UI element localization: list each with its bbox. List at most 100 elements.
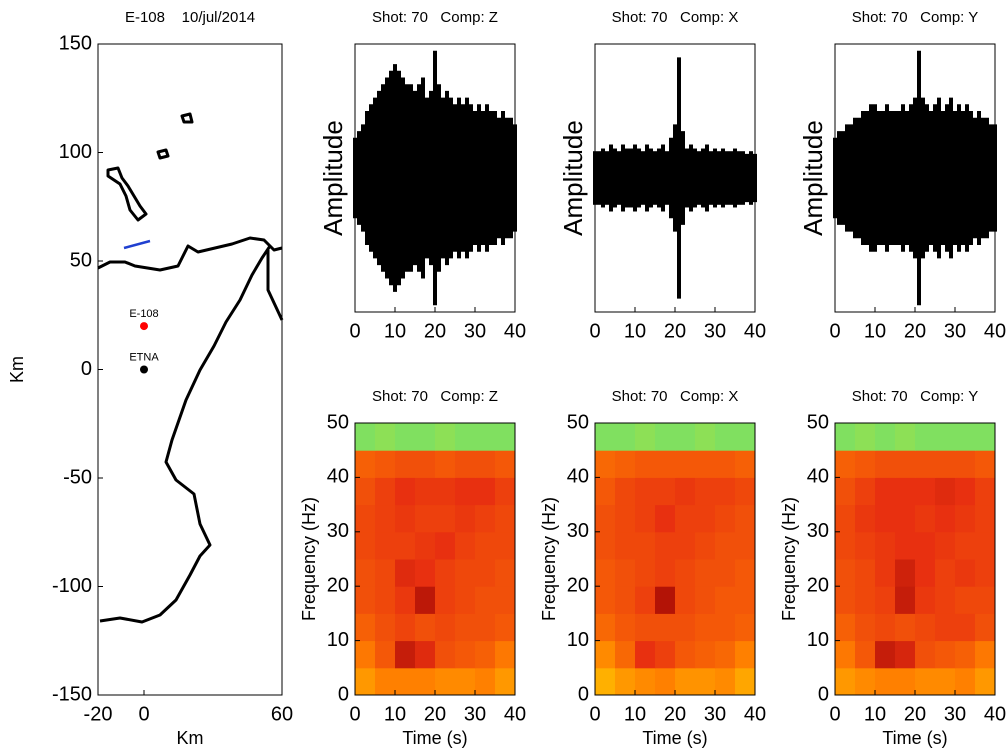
heat-cell [695,559,716,587]
heat-cell [675,559,696,587]
heat-cell [415,586,436,614]
point [140,322,148,331]
heat-cell [435,450,456,478]
x-tick-label: 10 [384,320,406,342]
heat-cell [955,504,976,533]
heat-cell [615,613,636,642]
heat-cell [495,450,516,478]
heat-cell [635,613,656,642]
heat-cell [455,504,476,533]
heat-cell [635,640,656,669]
y-tick-label: 30 [807,520,829,542]
y-axis-label: Amplitude [798,120,828,236]
heat-cell [915,667,936,696]
point [140,365,148,374]
heat-cell [935,613,956,642]
heat-cell [435,531,456,560]
heat-cell [595,531,616,560]
heat-cell [635,504,656,533]
heat-cell [715,477,736,506]
heat-cell [875,613,896,642]
x-tick-label: 20 [904,320,926,342]
y-tick-label: 50 [70,249,92,271]
y-axis-label: Frequency (Hz) [299,497,319,621]
panel-title: Shot: 70 Comp: Y [852,388,978,405]
heat-cell [855,504,876,533]
heat-cell [895,667,916,696]
heat-cell [715,613,736,642]
x-tick-label: 20 [424,703,446,725]
heat-cell [695,531,716,560]
x-tick-label: 0 [589,320,600,342]
heat-cell [635,450,656,478]
heat-cell [395,531,416,560]
heat-cell [975,667,996,696]
heat-cell [475,504,496,533]
x-tick-label: 0 [829,703,840,725]
heat-cell [735,423,756,451]
heat-cell [355,613,376,642]
heat-cell [735,586,756,614]
heat-cell [355,586,376,614]
y-axis-label: Amplitude [318,120,348,236]
heat-cell [635,477,656,506]
heat-cell [675,423,696,451]
heat-cell [435,640,456,669]
heat-cell [975,559,996,587]
heat-cell [895,531,916,560]
heat-cell [735,450,756,478]
heat-cell [375,586,396,614]
heat-cell [675,531,696,560]
heat-cell [875,667,896,696]
heat-cell [895,504,916,533]
heat-cell [595,613,616,642]
x-tick-label: 20 [904,703,926,725]
heat-cell [975,450,996,478]
point-label: E-108 [129,308,158,320]
heat-cell [375,559,396,587]
heat-cell [435,586,456,614]
y-tick-label: 50 [567,411,589,433]
heat-cell [395,613,416,642]
heat-cell [855,640,876,669]
heat-cell [975,586,996,614]
panel-title: Shot: 70 Comp: X [612,388,739,405]
x-tick-label: 0 [829,320,840,342]
heat-cell [975,640,996,669]
x-tick-label: 30 [704,320,726,342]
heat-cell [715,667,736,696]
heat-cell [875,450,896,478]
heat-cell [855,450,876,478]
heat-cell [935,667,956,696]
x-axis-label: Time (s) [642,728,707,748]
heat-cell [975,613,996,642]
heat-cell [475,531,496,560]
heat-cell [415,613,436,642]
heat-cell [935,640,956,669]
heat-cell [855,667,876,696]
heat-cell [415,423,436,451]
x-tick-label: 40 [744,320,766,342]
heat-cell [635,667,656,696]
heat-cell [615,667,636,696]
heat-cell [715,640,736,669]
x-tick-label: 40 [984,703,1006,725]
heat-cell [875,531,896,560]
heat-cell [495,586,516,614]
heat-cell [475,613,496,642]
x-tick-label: 30 [944,320,966,342]
survey-line [123,239,151,250]
heat-cell [955,423,976,451]
heat-cell [475,423,496,451]
heat-cell [655,531,676,560]
x-tick-label: 40 [744,703,766,725]
heat-cell [375,531,396,560]
x-axis-label: Km [177,728,204,748]
heat-cell [935,559,956,587]
heat-cell [435,667,456,696]
heat-cell [835,559,856,587]
heat-cell [395,450,416,478]
heat-cell [835,423,856,451]
heat-cell [655,667,676,696]
heat-cell [455,531,476,560]
